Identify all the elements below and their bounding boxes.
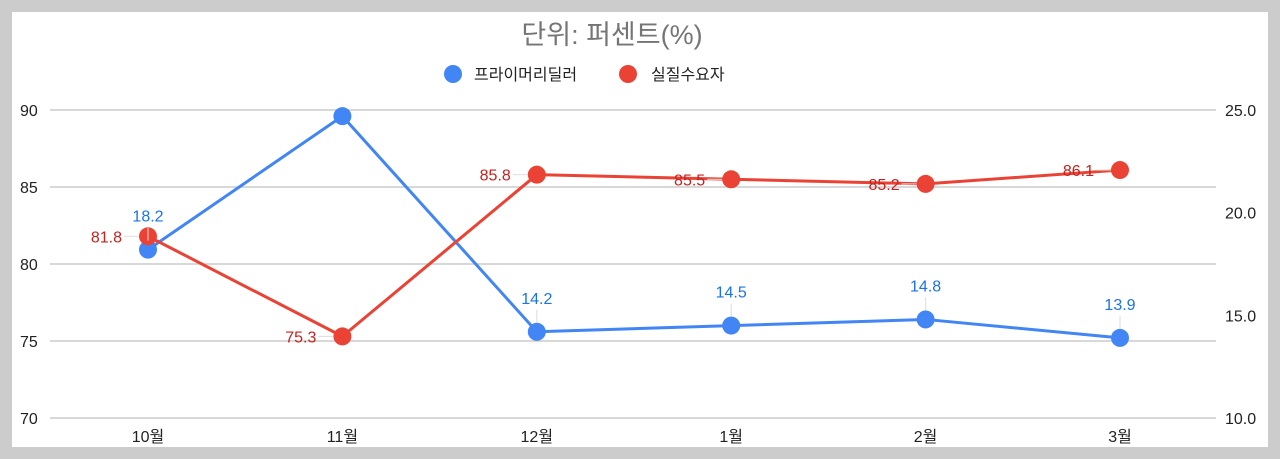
data-label: 85.8 <box>480 168 511 185</box>
left-axis-tick-label: 90 <box>20 103 38 120</box>
left-axis-tick-label: 75 <box>20 334 38 351</box>
data-label: 13.9 <box>1104 297 1135 314</box>
data-label: 75.3 <box>285 329 316 346</box>
right-y-axis: 25.0 20.0 15.0 10.0 <box>1225 103 1256 428</box>
data-label: 81.8 <box>91 229 122 246</box>
legend-dot-icon <box>444 65 462 83</box>
data-labels: 18.2 14.2 14.5 14.8 13.9 81.8 75.3 85.8 85.5 85.2… <box>91 163 1136 346</box>
legend-label: 실질수요자 <box>651 66 725 84</box>
legend-item-real-demand[interactable]: 실질수요자 <box>619 65 725 84</box>
chart-title: 단위: 퍼센트(%) <box>521 20 702 50</box>
data-label: 14.2 <box>521 291 552 308</box>
left-axis-tick-label: 70 <box>20 411 38 428</box>
series-layer: 18.2 14.2 14.5 14.8 13.9 81.8 75.3 85.8 85.5 85.2… <box>91 107 1136 347</box>
data-point[interactable] <box>916 310 935 329</box>
chart-frame: 단위: 퍼센트(%) 프라이머리딜러 실질수요자 90 85 80 75 70 25.0… <box>12 12 1268 447</box>
data-label: 86.1 <box>1063 163 1094 180</box>
right-axis-tick-label: 15.0 <box>1225 308 1256 325</box>
data-label: 18.2 <box>132 209 163 226</box>
data-point[interactable] <box>1111 161 1129 180</box>
data-point[interactable] <box>527 165 546 184</box>
x-axis-tick-label: 3월 <box>1108 428 1132 446</box>
data-point[interactable] <box>527 322 546 341</box>
x-axis-tick-label: 2월 <box>914 428 938 446</box>
x-axis-tick-label: 12월 <box>521 428 554 446</box>
left-axis-tick-label: 85 <box>20 180 38 197</box>
legend: 프라이머리딜러 실질수요자 <box>444 65 725 84</box>
series-primary-dealer <box>139 107 1129 347</box>
x-axis-tick-label: 11월 <box>327 428 358 446</box>
data-point[interactable] <box>722 170 741 189</box>
series-line <box>147 168 1121 338</box>
right-axis-tick-label: 10.0 <box>1225 411 1256 428</box>
left-axis-tick-label: 80 <box>20 257 38 274</box>
data-point[interactable] <box>139 240 157 259</box>
x-axis: 10월 11월 12월 1월 2월 3월 <box>132 428 1132 446</box>
left-y-axis: 90 85 80 75 70 <box>20 103 38 428</box>
x-axis-tick-label: 10월 <box>132 428 165 446</box>
data-point[interactable] <box>1111 328 1129 347</box>
legend-dot-icon <box>619 65 637 83</box>
series-line <box>147 114 1121 340</box>
legend-label: 프라이머리딜러 <box>474 66 577 84</box>
data-label: 14.5 <box>716 285 747 302</box>
data-label: 14.8 <box>910 278 941 295</box>
gridlines <box>50 109 1216 419</box>
legend-item-primary-dealer[interactable]: 프라이머리딜러 <box>444 65 577 84</box>
data-label: 85.5 <box>674 172 705 189</box>
data-point[interactable] <box>333 327 352 346</box>
right-axis-tick-label: 25.0 <box>1225 103 1256 120</box>
series-real-demand <box>139 161 1129 346</box>
right-axis-tick-label: 20.0 <box>1225 206 1256 223</box>
data-point[interactable] <box>333 107 352 126</box>
data-point[interactable] <box>722 316 741 335</box>
data-point[interactable] <box>916 174 935 193</box>
x-axis-tick-label: 1월 <box>719 428 743 446</box>
data-label: 85.2 <box>868 177 899 194</box>
line-chart: 단위: 퍼센트(%) 프라이머리딜러 실질수요자 90 85 80 75 70 25.0… <box>20 20 1256 446</box>
